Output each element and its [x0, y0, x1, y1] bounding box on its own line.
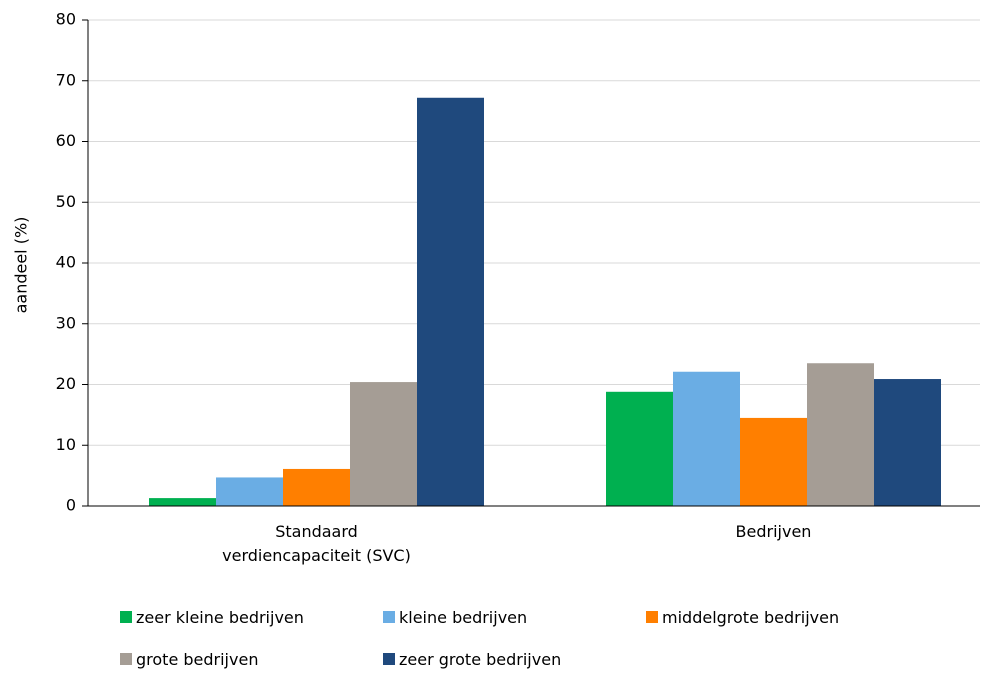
y-tick-label: 80 [56, 10, 76, 29]
legend-label: grote bedrijven [136, 649, 259, 669]
chart: aandeel (%) 0 10 20 30 40 50 60 70 80 [12, 10, 980, 515]
bar [606, 391, 673, 506]
bar [283, 468, 350, 506]
legend-swatch [383, 653, 395, 665]
legend-label: kleine bedrijven [399, 607, 528, 627]
bar [807, 363, 874, 506]
y-tick-label: 10 [56, 435, 76, 454]
y-tick-label: 60 [56, 131, 76, 150]
legend-item: grote bedrijven [120, 638, 383, 680]
x-tick-label: Standaard verdiencapaciteit (SVC) [222, 522, 411, 565]
legend-item: zeer kleine bedrijven [120, 596, 383, 638]
bar [417, 97, 484, 506]
y-tick-label: 0 [66, 496, 76, 515]
y-axis-label: aandeel (%) [12, 217, 31, 314]
y-tick-label: 30 [56, 313, 76, 332]
bar [740, 417, 807, 506]
bar [874, 379, 941, 506]
legend-label: zeer kleine bedrijven [136, 607, 304, 627]
bar [149, 498, 216, 506]
y-tick-label: 40 [56, 253, 76, 272]
legend-item: kleine bedrijven [383, 596, 646, 638]
legend-swatch [120, 653, 132, 665]
legend-label: middelgrote bedrijven [662, 607, 840, 627]
y-tick-label: 20 [56, 374, 76, 393]
y-tick-label: 50 [56, 192, 76, 211]
legend-swatch [120, 611, 132, 623]
legend: zeer kleine bedrijven kleine bedrijven mid… [120, 596, 910, 680]
x-tick-label: Bedrijven [735, 522, 812, 541]
y-tick-label: 70 [56, 70, 76, 89]
legend-item: middelgrote bedrijven [646, 596, 909, 638]
legend-swatch [646, 611, 658, 623]
bar [216, 477, 283, 506]
bar [350, 382, 417, 506]
legend-swatch [383, 611, 395, 623]
bar [673, 371, 740, 506]
page: aandeel (%) 0 10 20 30 40 50 60 70 80 zeer klein… [11, 9, 980, 669]
legend-item: zeer grote bedrijven [383, 638, 646, 680]
legend-label: zeer grote bedrijven [399, 649, 562, 669]
